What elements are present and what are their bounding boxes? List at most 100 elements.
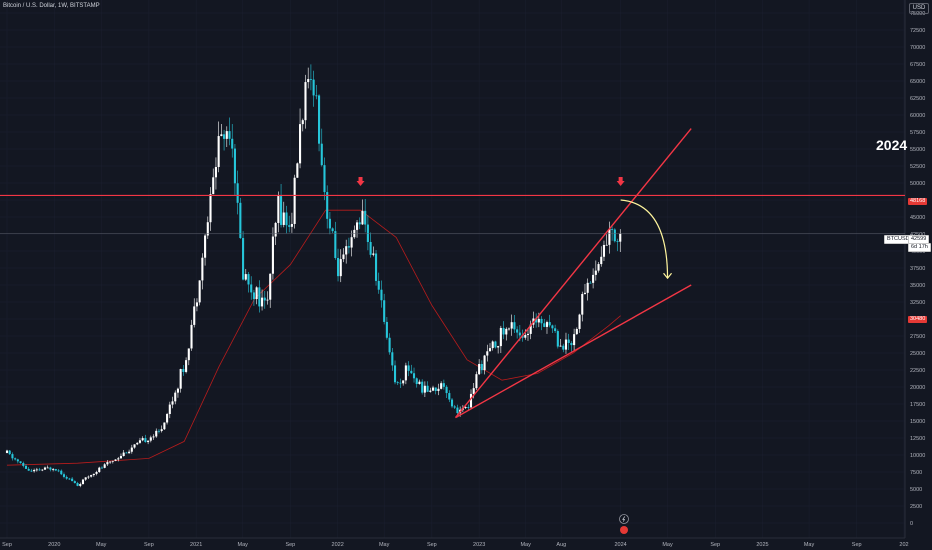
candle-body	[57, 470, 60, 472]
time-tick-label: Sep	[2, 542, 12, 548]
candle-body	[100, 467, 104, 469]
candle-body	[613, 229, 616, 242]
candle-body	[144, 438, 147, 443]
candle-body	[529, 324, 532, 334]
candle-body	[554, 328, 557, 332]
candle-body	[81, 479, 85, 485]
candle-body	[128, 451, 131, 454]
candle-body	[494, 341, 497, 348]
candle-body	[559, 345, 562, 347]
candle-body	[27, 468, 30, 471]
candle-body	[163, 422, 166, 430]
candle-body	[396, 382, 399, 384]
candle-body	[611, 228, 614, 230]
price-tick-label: 72500	[910, 28, 925, 34]
candle-body	[407, 365, 410, 371]
candle-body	[564, 339, 568, 350]
candle-body	[290, 223, 293, 227]
time-tick-label: May	[96, 542, 107, 548]
candle-body	[43, 467, 47, 470]
price-axis: 0 2500 5000 7500 10000 12500 15000 17500 20000 22…	[910, 11, 925, 527]
candle-body	[138, 440, 142, 443]
candle-body	[437, 388, 440, 391]
chart-header: Bitcoin / U.S. Dollar, 1W, BITSTAMP	[3, 3, 100, 9]
price-tick-label: 20000	[910, 385, 925, 391]
candle-body	[304, 82, 307, 121]
candle-body	[513, 322, 516, 330]
candle-body	[385, 321, 388, 338]
candle-body	[619, 233, 622, 242]
candle-body	[114, 459, 117, 461]
candle-body	[54, 469, 57, 471]
candle-body	[247, 274, 250, 285]
candle-body	[220, 134, 223, 137]
projection-arrow-head	[663, 272, 673, 280]
candle-body	[204, 235, 207, 258]
candle-body	[616, 241, 619, 242]
projection-arrow	[620, 199, 669, 279]
candle-body	[16, 459, 19, 462]
candle-body	[79, 484, 82, 486]
candle-body	[187, 348, 190, 361]
bar-countdown-label: 6d 17h	[908, 243, 931, 252]
price-tick-label: 12500	[910, 436, 925, 442]
candle-body	[133, 444, 136, 448]
candle-body	[391, 352, 394, 366]
candle-body	[95, 472, 98, 474]
candle-body	[510, 322, 513, 329]
price-tick-label: 40000	[910, 249, 925, 255]
price-tick-label: 10000	[910, 453, 925, 459]
time-tick-label: May	[237, 542, 248, 548]
wedge-lower-line	[455, 284, 692, 419]
candle-body	[125, 452, 128, 454]
candle-body	[261, 297, 264, 307]
candle-body	[5, 450, 9, 453]
candle-body	[228, 131, 231, 139]
candle-body	[122, 452, 125, 457]
candle-body	[589, 282, 592, 284]
candle-body	[217, 136, 220, 168]
currency-selector[interactable]: USD	[909, 3, 929, 14]
candle-body	[486, 351, 489, 356]
candle-body	[195, 302, 198, 307]
candle-body	[393, 365, 397, 383]
candle-body	[361, 210, 364, 225]
candle-body	[570, 342, 573, 346]
down-arrow	[356, 177, 365, 186]
candle-body	[505, 328, 508, 335]
time-tick-label: May	[662, 542, 673, 548]
time-axis: Sep 2020 May Sep 2021 May Sep 2022 May Sep 2023 May…	[2, 542, 908, 548]
moving-average-price-label: 30480	[908, 316, 928, 323]
candle-body	[109, 461, 112, 463]
candle-body	[250, 284, 253, 293]
resistance-price-label: 48168	[908, 198, 928, 205]
price-tick-label: 17500	[910, 402, 925, 408]
candle-body	[551, 325, 554, 329]
price-tick-label: 50000	[910, 181, 925, 187]
candle-body	[318, 95, 321, 144]
candle-body	[412, 373, 416, 379]
candle-body	[33, 469, 36, 472]
candle-body	[147, 440, 150, 443]
candle-body	[24, 465, 28, 469]
candle-body	[339, 259, 342, 277]
candle-body	[157, 430, 161, 432]
candle-body	[190, 324, 193, 349]
time-tick-label: Sep	[285, 542, 295, 548]
candle-body	[347, 246, 350, 248]
candle-body	[380, 289, 383, 301]
candle-body	[155, 430, 158, 437]
candle-body	[152, 436, 155, 438]
candle-body	[130, 447, 133, 452]
candle-body	[524, 334, 527, 338]
candle-body	[214, 167, 217, 178]
candle-body	[225, 131, 228, 139]
candle-body	[545, 322, 549, 327]
candle-body	[198, 280, 201, 303]
candle-body	[488, 348, 492, 352]
candle-body	[608, 228, 611, 245]
candle-body	[280, 196, 283, 225]
candle-body	[537, 318, 540, 323]
moving-average-line	[6, 209, 621, 466]
